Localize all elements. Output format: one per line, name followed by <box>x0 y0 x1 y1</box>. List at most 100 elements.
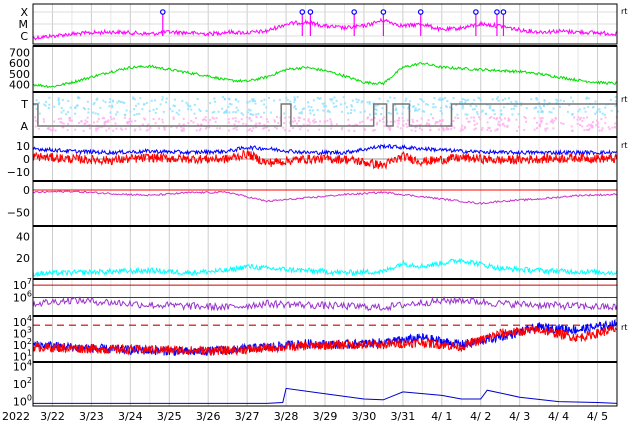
wind-dot <box>427 123 430 126</box>
wind-dot <box>411 105 414 108</box>
wind-dot <box>543 99 546 102</box>
wind-dot <box>577 110 580 113</box>
wind-dot <box>181 99 184 102</box>
wind-dot <box>246 111 249 114</box>
wind-dot <box>313 113 316 116</box>
wind-dot <box>300 112 303 115</box>
wind-dot <box>107 120 110 123</box>
wind-dot <box>559 99 562 102</box>
wind-dot <box>578 118 581 121</box>
wind-dot <box>585 97 588 100</box>
wind-dot <box>499 116 502 119</box>
wind-dot <box>571 129 574 132</box>
wind-dot <box>434 122 437 125</box>
wind-dot <box>493 117 496 120</box>
wind-dot <box>510 100 513 103</box>
date-tick-label: 3/29 <box>313 410 338 423</box>
wind-dot <box>494 129 497 132</box>
wind-dot <box>195 129 198 132</box>
sector-label-a: A <box>20 120 28 133</box>
wind-dot <box>104 101 107 104</box>
wind-dot <box>309 112 312 115</box>
wind-dot <box>329 118 332 121</box>
wind-dot <box>389 112 392 115</box>
wind-dot <box>603 113 606 116</box>
wind-dot <box>163 128 166 131</box>
wind-dot <box>172 116 175 119</box>
wind-dot <box>154 99 157 102</box>
wind-dot <box>586 116 589 119</box>
wind-dot <box>361 120 364 123</box>
wind-dot <box>182 129 185 132</box>
wind-dot <box>489 105 492 108</box>
wind-dot <box>406 125 409 128</box>
wind-dot <box>161 118 164 121</box>
wind-dot <box>170 125 173 128</box>
wind-dot <box>426 122 429 125</box>
wind-dot <box>42 118 45 121</box>
wind-dot <box>588 127 591 130</box>
wind-dot <box>477 96 480 99</box>
wind-dot <box>147 128 150 131</box>
wind-dot <box>431 117 434 120</box>
wind-dot <box>77 96 80 99</box>
wind-dot <box>278 98 281 101</box>
wind-dot <box>158 117 161 120</box>
wind-dot <box>524 117 527 120</box>
wind-dot <box>171 110 174 113</box>
wind-dot <box>217 110 220 113</box>
wind-dot <box>74 106 77 109</box>
wind-dot <box>161 121 164 124</box>
wind-dot <box>588 123 591 126</box>
wind-dot <box>143 117 146 120</box>
wind-dot <box>437 98 440 101</box>
wind-dot <box>228 111 231 114</box>
panel-tag: rt <box>621 7 627 16</box>
wind-dot <box>418 127 421 130</box>
wind-dot <box>614 100 617 103</box>
wind-dot <box>275 127 278 130</box>
wind-dot <box>501 98 504 101</box>
wind-dot <box>396 112 399 115</box>
wind-dot <box>121 128 124 131</box>
wind-dot <box>65 113 68 116</box>
dst-line <box>32 190 618 205</box>
wind-dot <box>548 101 551 104</box>
wind-dot <box>237 100 240 103</box>
wind-dot <box>393 120 396 123</box>
wind-dot <box>328 111 331 114</box>
wind-dot <box>249 109 252 112</box>
wind-dot <box>252 113 255 116</box>
proton-low-line <box>32 325 618 357</box>
wind-dot <box>225 109 228 112</box>
wind-dot <box>310 106 313 109</box>
wind-dot <box>69 116 72 119</box>
wind-dot <box>221 107 224 110</box>
wind-dot <box>498 124 501 127</box>
wind-dot <box>432 106 435 109</box>
wind-dot <box>441 112 444 115</box>
wind-dot <box>401 116 404 119</box>
date-tick-label: 3/31 <box>391 410 416 423</box>
wind-dot <box>298 117 301 120</box>
wind-dot <box>254 102 257 105</box>
panel-frame <box>32 3 618 45</box>
neutron-tick-label: 102 <box>13 376 32 391</box>
wind-dot <box>322 109 325 112</box>
wind-dot <box>333 105 336 108</box>
wind-dot <box>441 120 444 123</box>
wind-dot <box>258 122 261 125</box>
wind-dot <box>185 101 188 104</box>
wind-dot <box>351 99 354 102</box>
wind-dot <box>573 116 576 119</box>
wind-dot <box>396 119 399 122</box>
wind-dot <box>477 116 480 119</box>
wind-dot <box>316 109 319 112</box>
wind-dot <box>347 112 350 115</box>
wind-dot <box>262 127 265 130</box>
panel-tag: rt <box>621 141 627 150</box>
wind-dot <box>180 128 183 131</box>
wind-dot <box>467 120 470 123</box>
wind-dot <box>282 126 285 129</box>
wind-dot <box>323 102 326 105</box>
